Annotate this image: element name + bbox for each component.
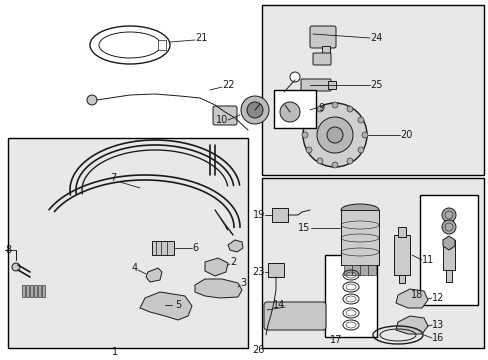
Circle shape bbox=[316, 106, 323, 112]
Text: 19: 19 bbox=[252, 210, 264, 220]
Text: 13: 13 bbox=[431, 320, 443, 330]
Polygon shape bbox=[204, 258, 227, 276]
Bar bbox=[351, 265, 359, 275]
Bar bbox=[267, 263, 284, 277]
Text: 18: 18 bbox=[410, 290, 422, 300]
Bar bbox=[359, 265, 367, 275]
Bar bbox=[22, 285, 25, 297]
Bar bbox=[26, 285, 29, 297]
Circle shape bbox=[346, 106, 352, 112]
Circle shape bbox=[305, 147, 311, 153]
Circle shape bbox=[246, 102, 263, 118]
Circle shape bbox=[331, 102, 337, 108]
FancyBboxPatch shape bbox=[312, 53, 330, 65]
Circle shape bbox=[441, 220, 455, 234]
Circle shape bbox=[305, 117, 311, 123]
Text: 24: 24 bbox=[369, 33, 382, 43]
Bar bbox=[343, 265, 351, 275]
Bar bbox=[397, 227, 405, 237]
Circle shape bbox=[280, 102, 299, 122]
Bar bbox=[419, 195, 477, 305]
Text: 10: 10 bbox=[215, 115, 227, 125]
Polygon shape bbox=[395, 316, 427, 334]
Polygon shape bbox=[395, 289, 427, 308]
Text: 16: 16 bbox=[431, 333, 443, 343]
Circle shape bbox=[357, 117, 363, 123]
Text: 7: 7 bbox=[110, 173, 116, 183]
FancyBboxPatch shape bbox=[301, 79, 330, 91]
Text: 4: 4 bbox=[132, 263, 138, 273]
Circle shape bbox=[316, 158, 323, 164]
Bar bbox=[321, 46, 329, 54]
Text: 1: 1 bbox=[112, 347, 118, 357]
Bar bbox=[367, 265, 375, 275]
Text: 21: 21 bbox=[195, 33, 207, 43]
Text: 22: 22 bbox=[222, 80, 234, 90]
FancyBboxPatch shape bbox=[213, 106, 237, 125]
Polygon shape bbox=[195, 279, 242, 298]
Circle shape bbox=[326, 127, 342, 143]
Text: 12: 12 bbox=[431, 293, 444, 303]
Text: 17: 17 bbox=[329, 335, 342, 345]
Bar bbox=[442, 240, 454, 270]
Bar bbox=[38, 285, 41, 297]
Text: 26: 26 bbox=[251, 345, 264, 355]
Polygon shape bbox=[146, 268, 162, 282]
Bar bbox=[34, 285, 37, 297]
Text: 14: 14 bbox=[272, 300, 285, 310]
Circle shape bbox=[316, 117, 352, 153]
Bar bbox=[8, 138, 247, 348]
Polygon shape bbox=[442, 236, 454, 250]
Text: 5: 5 bbox=[175, 300, 181, 310]
Bar bbox=[152, 241, 174, 255]
Bar bbox=[158, 40, 165, 50]
Text: 15: 15 bbox=[297, 223, 309, 233]
Circle shape bbox=[361, 132, 367, 138]
Circle shape bbox=[241, 96, 268, 124]
Text: 20: 20 bbox=[399, 130, 411, 140]
Ellipse shape bbox=[340, 204, 378, 216]
Circle shape bbox=[331, 162, 337, 168]
Circle shape bbox=[87, 95, 97, 105]
Bar bbox=[30, 285, 33, 297]
Bar bbox=[273, 90, 315, 128]
Polygon shape bbox=[227, 240, 243, 252]
Bar bbox=[262, 5, 483, 175]
Bar bbox=[327, 81, 335, 89]
Circle shape bbox=[303, 103, 366, 167]
Circle shape bbox=[357, 147, 363, 153]
Text: 9: 9 bbox=[317, 103, 324, 113]
FancyBboxPatch shape bbox=[309, 26, 335, 48]
Text: 3: 3 bbox=[240, 278, 245, 288]
Bar bbox=[398, 275, 404, 283]
Text: 8: 8 bbox=[5, 245, 11, 255]
Circle shape bbox=[302, 132, 307, 138]
Bar bbox=[340, 210, 378, 265]
Bar bbox=[271, 208, 287, 222]
Text: 25: 25 bbox=[369, 80, 382, 90]
Text: 23: 23 bbox=[252, 267, 264, 277]
FancyBboxPatch shape bbox=[264, 302, 325, 330]
Circle shape bbox=[441, 208, 455, 222]
Bar bbox=[393, 235, 409, 275]
Bar bbox=[325, 255, 376, 337]
Text: 11: 11 bbox=[421, 255, 433, 265]
Bar bbox=[42, 285, 45, 297]
Circle shape bbox=[346, 158, 352, 164]
Text: 6: 6 bbox=[192, 243, 198, 253]
Circle shape bbox=[289, 72, 299, 82]
Text: 2: 2 bbox=[229, 257, 236, 267]
Polygon shape bbox=[140, 292, 192, 320]
Circle shape bbox=[12, 263, 20, 271]
Bar bbox=[445, 270, 451, 282]
Bar bbox=[262, 178, 483, 348]
